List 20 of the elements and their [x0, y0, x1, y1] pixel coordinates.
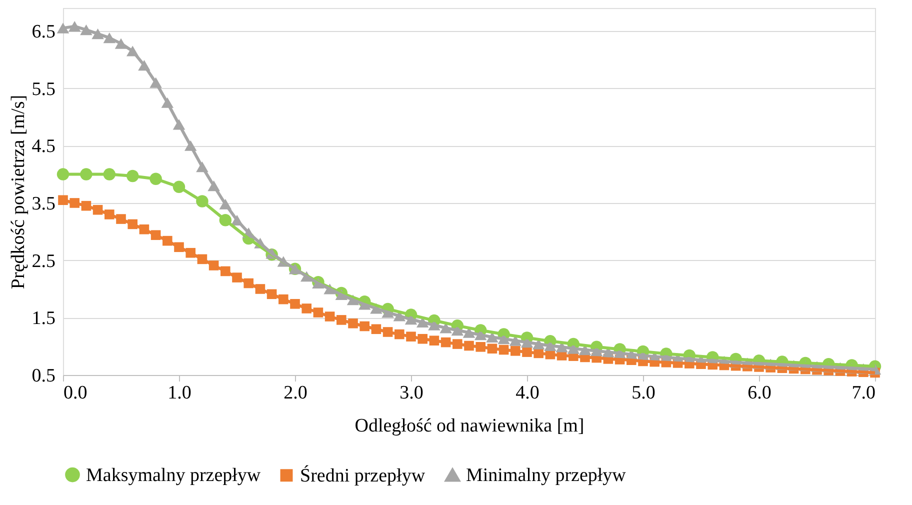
legend-label: Minimalny przepływ — [466, 465, 626, 486]
y-tick-label: 5.5 — [32, 78, 56, 100]
y-tick-label: 6.5 — [32, 21, 56, 42]
x-tick-label: 4.0 — [516, 382, 540, 404]
y-axis-title: Prędkość powietrza [m/s] — [8, 94, 29, 290]
y-tick-label: 4.5 — [32, 136, 56, 158]
x-tick-label: 1.0 — [168, 382, 192, 404]
x-axis-title: Odległość od nawiewnika [m] — [354, 416, 584, 436]
x-tick-label: 0.0 — [64, 382, 88, 404]
x-tick-label: 2.0 — [284, 382, 308, 404]
x-tick-label: 5.0 — [632, 382, 656, 404]
x-tick-label: 7.0 — [852, 382, 876, 404]
y-tick-label: 3.5 — [32, 193, 56, 214]
legend-label: Średni przepływ — [300, 464, 426, 486]
y-tick-label: 2.5 — [32, 250, 56, 272]
legend-label: Maksymalny przepływ — [86, 464, 261, 486]
y-tick-label: 1.5 — [32, 308, 56, 330]
x-tick-label: 3.0 — [400, 382, 424, 404]
x-tick-label: 6.0 — [748, 382, 772, 404]
y-tick-label: 0.5 — [32, 366, 56, 386]
